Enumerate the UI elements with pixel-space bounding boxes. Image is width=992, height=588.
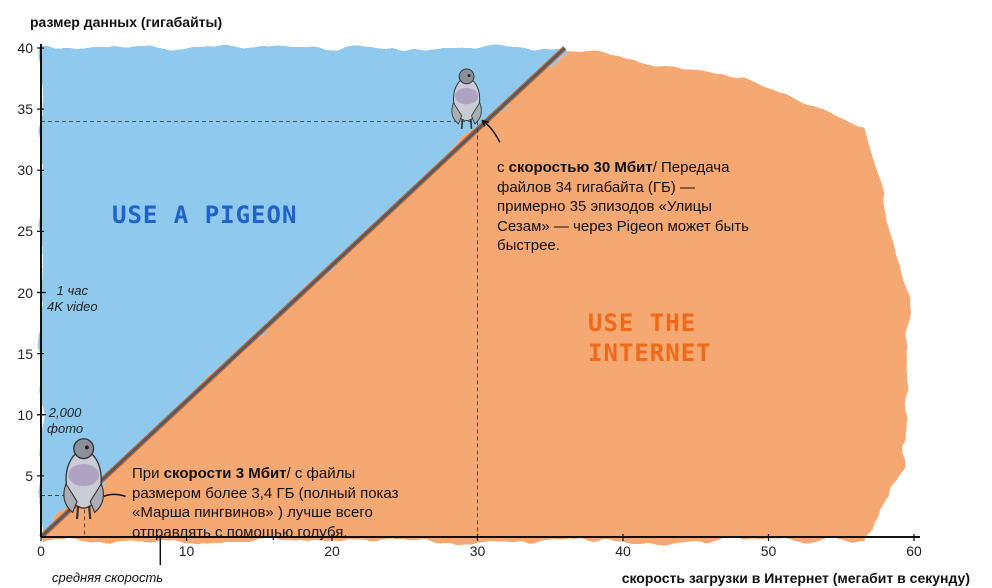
pigeon-leg xyxy=(469,118,473,129)
x-tick-label: 0 xyxy=(37,543,45,559)
annotation-prefix: с xyxy=(497,159,509,176)
y-marker-line: 1 час xyxy=(56,282,88,298)
pigeon-wing xyxy=(451,101,463,125)
pigeon-wing xyxy=(63,482,78,514)
annotation-3mbit: При скорости 3 Мбит/ с файлы размером бо… xyxy=(132,464,412,542)
pigeon-eye xyxy=(467,74,471,78)
y-tick-label: 40 xyxy=(17,40,33,56)
x-axis-sublabel: средняя скорость xyxy=(52,570,164,585)
y-tick-label: 25 xyxy=(17,223,33,240)
pigeon-wing xyxy=(471,101,482,125)
pigeon-small-speed xyxy=(63,438,104,520)
y-tick-label: 30 xyxy=(17,162,33,179)
pigeon-wing xyxy=(89,482,104,514)
chart-pigeons xyxy=(63,68,482,520)
internet-region xyxy=(41,48,910,541)
annotation-30mbit: с скоростью 30 Мбит/ Передача файлов 34 … xyxy=(497,158,759,256)
y-tick-label: 15 xyxy=(17,345,33,362)
x-tick-label: 10 xyxy=(178,543,195,559)
annotation-bold: скоростью 30 Мбит xyxy=(508,159,653,176)
pigeon-neck xyxy=(455,87,479,105)
y-axis-label: размер данных (гигабайты) xyxy=(30,14,223,30)
y-marker-line: 2,000 xyxy=(48,404,82,420)
annotation-text: / Передача файлов 34 гигабайта (ГБ) — пр… xyxy=(497,159,749,254)
annotation-text: / с файлы размером более 3,4 ГБ (полный … xyxy=(132,465,399,541)
annotation-arrow xyxy=(481,119,501,143)
x-tick-label: 60 xyxy=(906,543,922,559)
pigeon-eye xyxy=(84,445,89,450)
y-tick-label: 10 xyxy=(17,406,33,423)
pigeon-leg xyxy=(88,505,92,520)
y-marker-photos: 2,000 фото xyxy=(47,405,83,437)
y-tick-label: 35 xyxy=(17,101,33,118)
y-tick-label: 20 xyxy=(17,284,33,301)
chart-axes xyxy=(37,44,920,565)
y-tick-label: 5 xyxy=(25,467,33,484)
pigeon-leg xyxy=(75,505,80,520)
y-marker-4k-video: 1 час 4K video xyxy=(47,283,98,315)
x-tick-label: 30 xyxy=(469,543,486,559)
annotation-arrow xyxy=(103,493,126,498)
region-label-internet: USE THE INTERNET xyxy=(588,308,712,368)
pigeon-head xyxy=(73,438,95,460)
annotation-prefix: При xyxy=(132,465,164,482)
x-tick-label: 50 xyxy=(760,543,777,559)
y-marker-line: 4K video xyxy=(47,298,98,314)
pigeon-high-speed xyxy=(451,68,482,129)
x-tick-label: 20 xyxy=(324,543,340,559)
pigeon-head xyxy=(458,68,475,85)
region-label-line: INTERNET xyxy=(588,339,712,367)
region-label-line: USE THE xyxy=(588,309,697,337)
y-marker-line: фото xyxy=(47,420,84,436)
annotation-bold: скорости 3 Мбит xyxy=(163,465,287,482)
region-label-pigeon: USE A PIGEON xyxy=(112,201,298,229)
x-tick-label: 40 xyxy=(615,543,631,559)
x-axis-label: скорость загрузки в Интернет (мегабит в … xyxy=(621,570,970,586)
pigeon-neck xyxy=(68,464,100,487)
pigeon-leg xyxy=(460,118,464,129)
